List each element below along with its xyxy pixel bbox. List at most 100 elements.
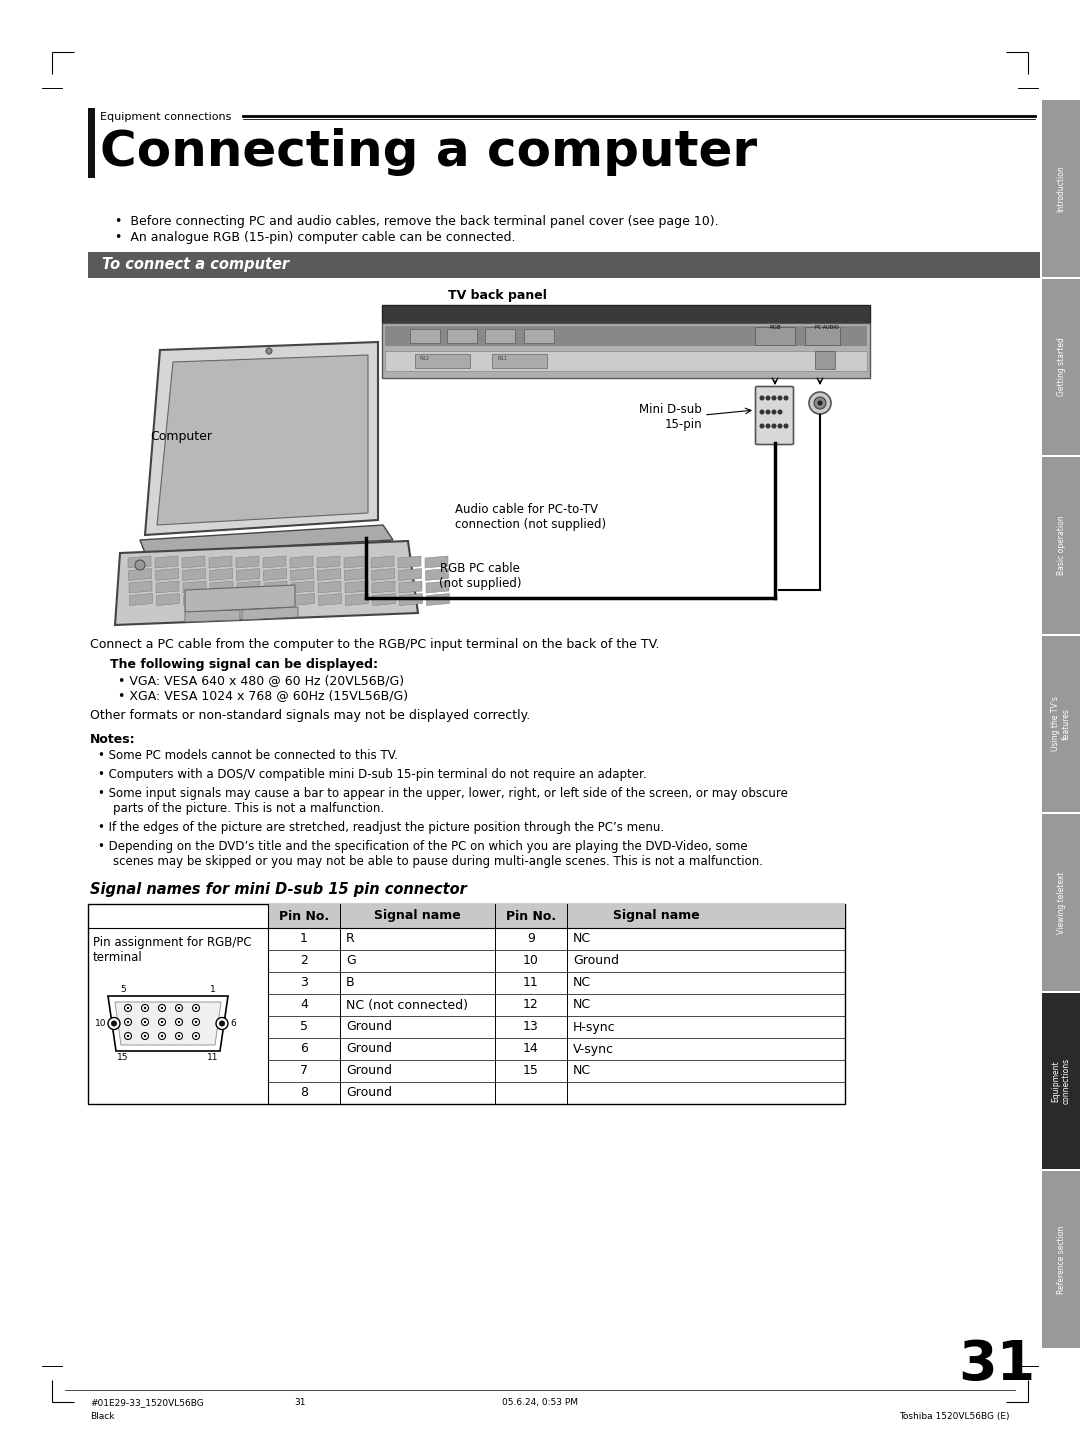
Polygon shape: [264, 582, 287, 593]
Circle shape: [784, 425, 787, 427]
Polygon shape: [264, 555, 286, 569]
Circle shape: [809, 393, 831, 414]
Polygon shape: [318, 555, 340, 569]
Text: Ground: Ground: [346, 1021, 392, 1034]
Circle shape: [159, 1005, 165, 1012]
Text: Ground: Ground: [346, 1064, 392, 1077]
Text: Introduction: Introduction: [1056, 164, 1066, 212]
Circle shape: [766, 425, 770, 427]
Circle shape: [126, 1035, 130, 1037]
Circle shape: [175, 1018, 183, 1025]
Circle shape: [141, 1005, 149, 1012]
Circle shape: [178, 1035, 180, 1037]
Text: • Some PC models cannot be connected to this TV.: • Some PC models cannot be connected to …: [98, 749, 399, 762]
Text: NC: NC: [573, 977, 591, 990]
Circle shape: [124, 1018, 132, 1025]
Polygon shape: [210, 569, 232, 580]
Bar: [1042, 457, 1080, 634]
Text: 15: 15: [118, 1053, 129, 1061]
Circle shape: [124, 1032, 132, 1040]
Polygon shape: [108, 996, 228, 1051]
Text: #01E29-33_1520VL56BG: #01E29-33_1520VL56BG: [90, 1397, 204, 1407]
Polygon shape: [345, 582, 368, 593]
Circle shape: [124, 1005, 132, 1012]
Text: Ground: Ground: [346, 1086, 392, 1099]
Text: Ground: Ground: [573, 954, 619, 967]
Polygon shape: [291, 582, 314, 593]
Polygon shape: [130, 593, 152, 605]
Text: • Depending on the DVD’s title and the specification of the PC on which you are : • Depending on the DVD’s title and the s…: [98, 840, 762, 868]
Text: Reference section: Reference section: [1056, 1226, 1066, 1294]
Text: Audio cable for PC-to-TV
connection (not supplied): Audio cable for PC-to-TV connection (not…: [455, 503, 606, 531]
Circle shape: [760, 395, 764, 400]
Text: Signal names for mini D-sub 15 pin connector: Signal names for mini D-sub 15 pin conne…: [90, 883, 467, 897]
Circle shape: [194, 1006, 198, 1009]
Text: 13: 13: [523, 1021, 539, 1034]
Text: NC: NC: [573, 1064, 591, 1077]
Text: 31: 31: [294, 1397, 306, 1407]
Polygon shape: [185, 585, 295, 612]
Polygon shape: [426, 569, 448, 580]
Circle shape: [192, 1005, 200, 1012]
Text: Signal name: Signal name: [374, 910, 461, 922]
Text: 8: 8: [300, 1086, 308, 1099]
Text: TV back panel: TV back panel: [448, 289, 546, 302]
Circle shape: [192, 1032, 200, 1040]
Polygon shape: [140, 525, 393, 553]
Text: Signal name: Signal name: [612, 910, 700, 922]
Bar: [410, 329, 440, 343]
Text: • If the edges of the picture are stretched, readjust the picture position throu: • If the edges of the picture are stretc…: [98, 822, 664, 835]
Polygon shape: [145, 342, 378, 535]
Polygon shape: [372, 582, 395, 593]
Circle shape: [161, 1006, 163, 1009]
Text: 5: 5: [300, 1021, 308, 1034]
Text: • Some input signals may cause a bar to appear in the upper, lower, right, or le: • Some input signals may cause a bar to …: [98, 787, 788, 816]
Circle shape: [779, 410, 782, 414]
Polygon shape: [156, 582, 179, 593]
Polygon shape: [237, 582, 260, 593]
Text: 12: 12: [523, 999, 539, 1012]
Text: NC: NC: [573, 932, 591, 945]
Polygon shape: [238, 593, 260, 605]
Circle shape: [772, 395, 775, 400]
Circle shape: [161, 1035, 163, 1037]
Polygon shape: [426, 555, 448, 569]
Bar: [805, 327, 840, 345]
Text: 31: 31: [958, 1338, 1036, 1391]
Bar: [87, 108, 95, 177]
Text: R: R: [346, 932, 354, 945]
Polygon shape: [129, 555, 151, 569]
Text: •  Before connecting PC and audio cables, remove the back terminal panel cover (: • Before connecting PC and audio cables,…: [114, 215, 718, 228]
Circle shape: [144, 1021, 146, 1024]
Circle shape: [760, 425, 764, 427]
Text: B: B: [346, 977, 354, 990]
Text: 10: 10: [95, 1019, 106, 1028]
Polygon shape: [291, 569, 313, 580]
Text: Equipment connections: Equipment connections: [100, 112, 231, 122]
Polygon shape: [211, 593, 233, 605]
Text: Connecting a computer: Connecting a computer: [100, 128, 757, 176]
Polygon shape: [427, 593, 449, 605]
Polygon shape: [184, 593, 206, 605]
Text: 05.6.24, 0:53 PM: 05.6.24, 0:53 PM: [502, 1397, 578, 1407]
Circle shape: [159, 1018, 165, 1025]
Text: Connect a PC cable from the computer to the RGB/PC input terminal on the back of: Connect a PC cable from the computer to …: [90, 638, 660, 651]
Text: 2: 2: [300, 954, 308, 967]
Circle shape: [175, 1032, 183, 1040]
Circle shape: [161, 1021, 163, 1024]
Text: Basic operation: Basic operation: [1056, 516, 1066, 576]
Circle shape: [175, 1005, 183, 1012]
Circle shape: [772, 410, 775, 414]
Text: 15: 15: [523, 1064, 539, 1077]
Bar: [1042, 1172, 1080, 1348]
Circle shape: [126, 1021, 130, 1024]
Polygon shape: [242, 606, 298, 619]
Bar: [268, 904, 845, 928]
Circle shape: [772, 425, 775, 427]
Text: Viewing teletext: Viewing teletext: [1056, 871, 1066, 933]
Polygon shape: [319, 593, 341, 605]
Bar: [1042, 100, 1080, 276]
FancyBboxPatch shape: [756, 387, 794, 445]
Circle shape: [766, 410, 770, 414]
Bar: [447, 329, 477, 343]
